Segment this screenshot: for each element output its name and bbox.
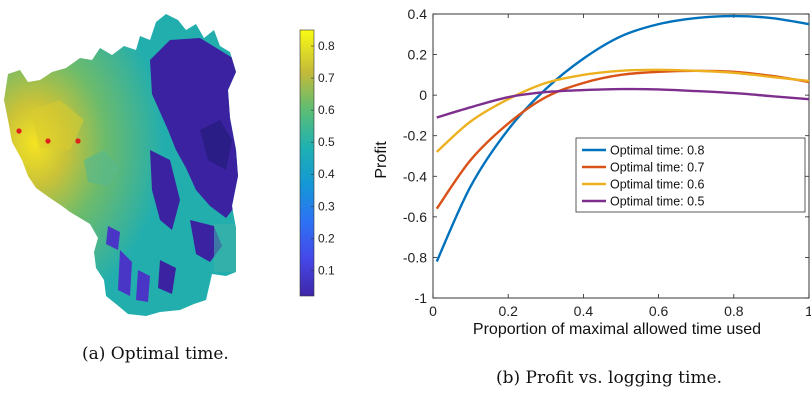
map-marker: [75, 138, 81, 144]
y-axis-label: Profit: [373, 141, 390, 179]
map-marker: [45, 138, 51, 144]
colorbar-tick-label: 0.2: [318, 231, 335, 245]
x-tick-label: 1: [805, 303, 811, 319]
legend-label: Optimal time: 0.7: [610, 161, 705, 175]
y-tick-label: -1: [415, 290, 428, 306]
y-axis-ticks: -1 -0.8 -0.6 -0.4 -0.2 0 0.2 0.4: [403, 6, 809, 306]
legend: Optimal time: 0.8 Optimal time: 0.7 Optima…: [575, 137, 806, 213]
x-tick-label: 0.2: [498, 303, 518, 319]
legend-label: Optimal time: 0.8: [610, 144, 705, 158]
legend-box: [575, 137, 806, 213]
series-lines: [435, 14, 810, 262]
caption-a: (a) Optimal time.: [82, 344, 229, 364]
optimal-time-map: [4, 14, 238, 316]
series-line-1: [435, 14, 810, 262]
colorbar-tick-label: 0.6: [318, 103, 335, 117]
x-tick-label: 0.6: [649, 303, 669, 319]
y-tick-label: -0.4: [403, 168, 427, 184]
y-tick-label: -0.6: [403, 209, 427, 225]
colorbar-ticks: 0.1 0.2 0.3 0.4 0.5 0.6 0.7 0.8: [311, 39, 335, 277]
y-tick-label: 0.2: [408, 47, 428, 63]
x-tick-label: 0: [429, 303, 437, 319]
series-line-3: [435, 68, 810, 153]
plot-area: [432, 13, 810, 299]
legend-label: Optimal time: 0.5: [610, 195, 705, 209]
colorbar: 0.1 0.2 0.3 0.4 0.5 0.6 0.7 0.8: [299, 29, 335, 297]
map-marker: [16, 128, 22, 134]
x-axis-label: Proportion of maximal allowed time used: [473, 321, 761, 338]
low-value-region: [30, 38, 238, 302]
y-tick-label: -0.2: [403, 128, 427, 144]
legend-label: Optimal time: 0.6: [610, 178, 705, 192]
colorbar-tick-label: 0.8: [318, 39, 335, 53]
y-tick-label: 0.4: [408, 6, 428, 22]
caption-b: (b) Profit vs. logging time.: [496, 368, 723, 388]
y-tick-label: -0.8: [403, 249, 427, 265]
y-tick-label: 0: [419, 87, 427, 103]
colorbar-tick-label: 0.7: [318, 71, 335, 85]
colorbar-tick-label: 0.1: [318, 263, 335, 277]
x-axis-ticks: 0 0.2 0.4 0.6 0.8 1: [429, 14, 811, 319]
colorbar-tick-label: 0.3: [318, 199, 335, 213]
x-tick-label: 0.8: [724, 303, 744, 319]
series-line-4: [436, 87, 810, 119]
profit-chart: 0 0.2 0.4 0.6 0.8 1 -1 -0.8 -0.6 -0.4 -0.2 0 0.2 0.4…: [373, 6, 811, 338]
x-tick-label: 0.4: [574, 303, 594, 319]
colorbar-tick-label: 0.5: [318, 135, 335, 149]
colorbar-tick-label: 0.4: [318, 167, 335, 181]
